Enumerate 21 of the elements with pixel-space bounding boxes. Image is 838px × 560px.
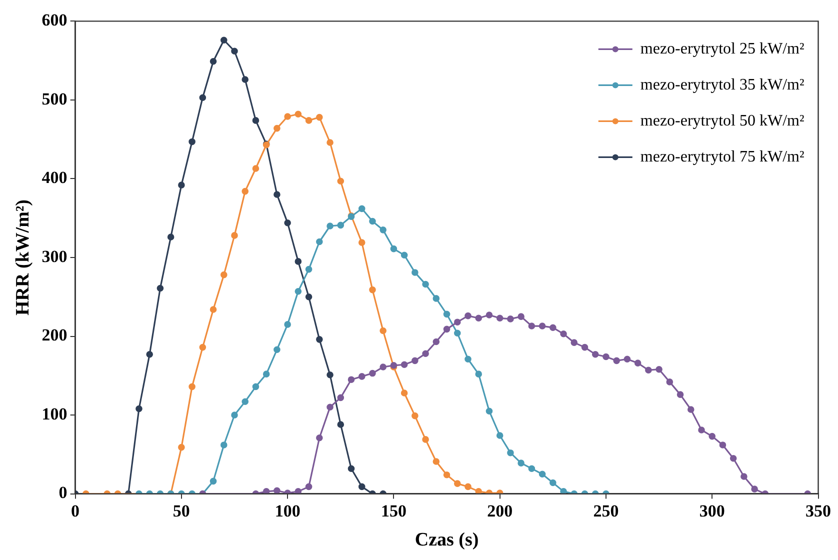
- y-tick-label: 300: [42, 246, 68, 266]
- legend-label: mezo-erytrytol 25 kW/m²: [640, 40, 804, 58]
- x-axis-title: Czas (s): [414, 530, 479, 551]
- y-tick-label: 200: [42, 326, 68, 345]
- y-tick-label: 0: [58, 483, 68, 502]
- legend-label: mezo-erytrytol 35 kW/m²: [640, 76, 804, 94]
- x-tick-label: 350: [806, 501, 831, 520]
- y-tick-label: 400: [42, 168, 68, 188]
- legend-label: mezo-erytrytol 50 kW/m²: [640, 112, 804, 130]
- x-tick-label: 50: [172, 501, 190, 520]
- x-tick-label: 0: [71, 501, 80, 520]
- x-tick-label: 200: [487, 501, 513, 520]
- y-axis-title: HRR (kW/m²): [12, 200, 34, 316]
- legend-label: mezo-erytrytol 75 kW/m²: [640, 148, 804, 166]
- y-tick-label: 100: [42, 404, 68, 424]
- x-tick-label: 250: [593, 501, 619, 520]
- x-tick-label: 300: [699, 501, 725, 520]
- x-tick-label: 150: [380, 501, 406, 520]
- x-tick-label: 100: [274, 501, 300, 520]
- y-tick-label: 500: [42, 89, 68, 108]
- y-tick-label: 600: [42, 10, 68, 30]
